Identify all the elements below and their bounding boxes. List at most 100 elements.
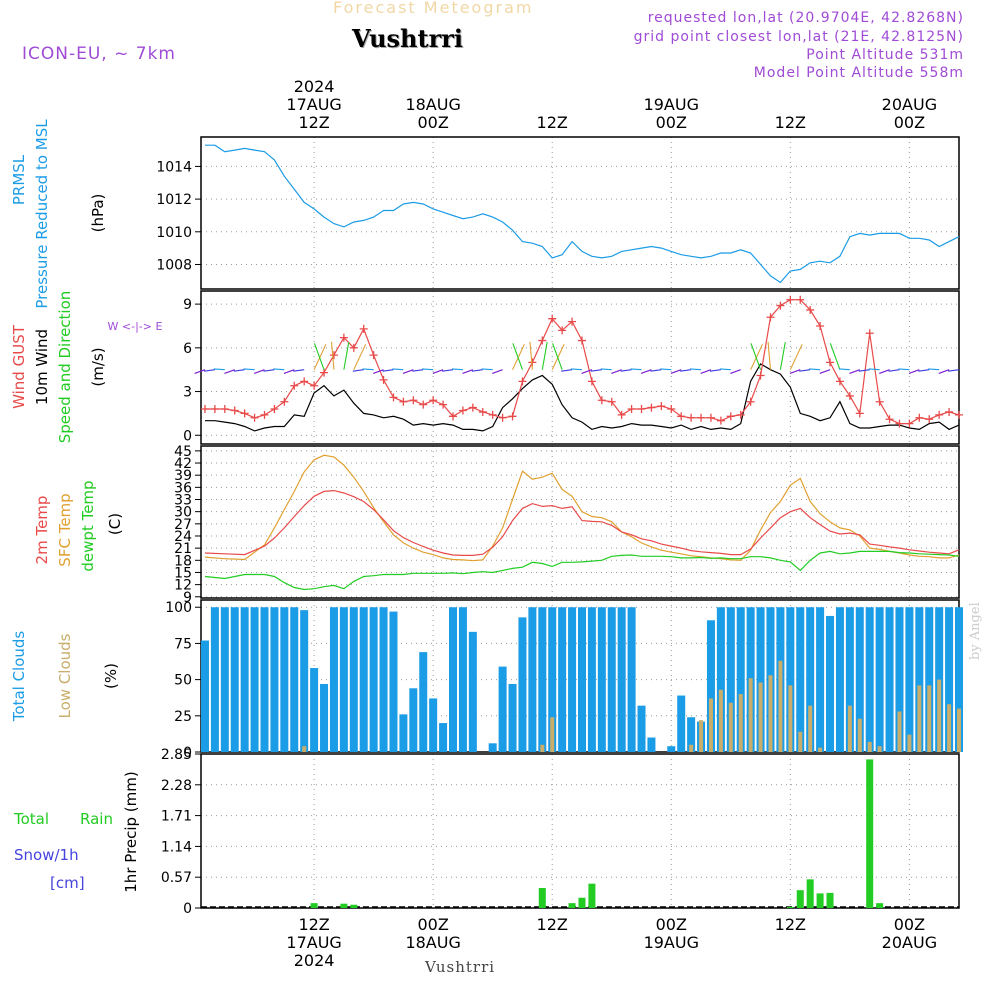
gust-marker bbox=[776, 301, 785, 310]
low-clouds-label: Low Clouds bbox=[56, 633, 74, 718]
total-cloud-bar bbox=[597, 607, 606, 752]
wind-direction-arrow bbox=[908, 369, 920, 374]
wind-direction-arrow bbox=[343, 342, 350, 370]
bottom-time-label: 00Z bbox=[894, 915, 925, 934]
wind-direction-arrow bbox=[561, 369, 573, 372]
ytick-label-temperature: 18 bbox=[174, 553, 192, 569]
grid-point-coords: grid point closest lon,lat (21E, 42.8125… bbox=[633, 29, 964, 45]
ytick-label-pressure: 1012 bbox=[156, 192, 192, 208]
low-cloud-bar bbox=[699, 720, 704, 752]
total-cloud-bar bbox=[439, 723, 448, 752]
gust-marker bbox=[687, 413, 696, 422]
panel-precip: 0 0.57 1.14 1.71 2.28 2.85 bbox=[161, 747, 960, 917]
ytick-label-temperature: 15 bbox=[174, 565, 192, 581]
wind-direction-arrow bbox=[194, 369, 206, 374]
ytick-label-clouds: 25 bbox=[174, 709, 192, 725]
gust-marker bbox=[220, 405, 229, 414]
gust-marker bbox=[310, 381, 319, 390]
total-cloud-bar bbox=[816, 607, 825, 752]
gust-marker bbox=[855, 409, 864, 418]
bottom-time-label: 18AUG bbox=[405, 933, 460, 952]
ytick-label-wind: 6 bbox=[183, 341, 192, 357]
gust-marker bbox=[796, 295, 805, 304]
wind-direction-arrow bbox=[402, 369, 414, 374]
ytick-label-clouds: 0 bbox=[183, 745, 192, 761]
wind-gust-label: Wind GUST bbox=[10, 324, 28, 409]
wind-direction-arrow bbox=[590, 369, 602, 372]
gust-marker bbox=[667, 405, 676, 414]
low-cloud-bar bbox=[550, 717, 555, 752]
low-cloud-bar bbox=[748, 678, 753, 752]
total-cloud-bar bbox=[419, 652, 428, 752]
gust-marker bbox=[290, 381, 299, 390]
total-cloud-bar bbox=[826, 615, 835, 752]
gust-marker bbox=[617, 410, 626, 419]
rain-bar bbox=[806, 879, 814, 908]
wind-direction-arrow bbox=[313, 344, 327, 370]
low-cloud-bar bbox=[927, 685, 932, 752]
wind-direction-arrow bbox=[888, 369, 900, 372]
gust-marker bbox=[280, 397, 289, 406]
bottom-time-label: 00Z bbox=[417, 915, 448, 934]
wind-direction-arrow bbox=[422, 368, 434, 371]
total-cloud-bar bbox=[627, 607, 636, 752]
top-time-label: 12Z bbox=[537, 113, 568, 132]
location-title: Vushtrri bbox=[352, 24, 463, 53]
wind-direction-arrow bbox=[243, 368, 255, 371]
wind-direction-arrow bbox=[779, 342, 786, 370]
wind-direction-arrow bbox=[799, 369, 811, 372]
low-cloud-bar bbox=[788, 685, 793, 752]
total-cloud-bar bbox=[300, 610, 309, 752]
wind-direction-arrow bbox=[529, 341, 533, 370]
total-cloud-bar bbox=[389, 611, 398, 752]
ytick-label-clouds: 75 bbox=[174, 636, 192, 652]
precip-snow-label: Snow/1h bbox=[14, 846, 79, 864]
wind-direction-arrow bbox=[382, 369, 394, 372]
gust-marker bbox=[250, 413, 259, 422]
ytick-label-wind: 3 bbox=[183, 385, 192, 401]
top-time-label: 00Z bbox=[417, 113, 448, 132]
point-altitude: Point Altitude 531m bbox=[806, 47, 964, 63]
wind-direction-arrow bbox=[600, 368, 612, 371]
gust-marker bbox=[607, 397, 616, 406]
bottom-time-label: 00Z bbox=[656, 915, 687, 934]
total-cloud-bar bbox=[855, 607, 864, 752]
wind-direction-arrow bbox=[868, 368, 880, 371]
wind-direction-arrow bbox=[213, 368, 225, 371]
ytick-label-temperature: 12 bbox=[174, 578, 192, 594]
wind-direction-arrow bbox=[471, 369, 483, 372]
wind-direction-arrow bbox=[650, 369, 662, 372]
gust-marker bbox=[587, 377, 596, 386]
requested-coords: requested lon,lat (20.9704E, 42.8268N) bbox=[647, 10, 964, 26]
total-cloud-bar bbox=[250, 607, 259, 752]
wind-direction-arrow bbox=[660, 368, 672, 371]
total-cloud-bar bbox=[845, 607, 854, 752]
total-cloud-bar bbox=[865, 607, 874, 752]
wind-speed-direction-label: Speed and Direction bbox=[56, 291, 74, 444]
rain-bar bbox=[588, 883, 596, 908]
total-cloud-bar bbox=[806, 607, 815, 752]
total-cloud-bar bbox=[587, 607, 596, 752]
bottom-time-label: 12Z bbox=[537, 915, 568, 934]
wind-direction-arrow bbox=[481, 368, 493, 371]
total-cloud-bar bbox=[538, 607, 547, 752]
total-cloud-bar bbox=[716, 607, 725, 752]
total-cloud-bar bbox=[488, 743, 497, 752]
low-cloud-bar bbox=[728, 702, 733, 752]
temp-unit-label: (C) bbox=[106, 513, 124, 535]
bottom-time-label: 19AUG bbox=[644, 933, 699, 952]
dewpoint-line bbox=[204, 550, 960, 591]
wind-direction-arrow bbox=[611, 369, 622, 374]
wind-direction-arrow bbox=[541, 342, 548, 370]
wind-direction-arrow bbox=[581, 369, 593, 374]
total-cloud-bar bbox=[756, 607, 765, 752]
wind-direction-arrow bbox=[253, 369, 265, 374]
gust-marker bbox=[488, 410, 497, 419]
ytick-label-wind: 0 bbox=[183, 428, 192, 444]
total-cloud-bar bbox=[905, 607, 914, 752]
gust-marker bbox=[627, 405, 636, 414]
gust-marker bbox=[369, 351, 378, 360]
gust-marker bbox=[905, 419, 914, 428]
total-cloud-bar bbox=[399, 714, 408, 752]
